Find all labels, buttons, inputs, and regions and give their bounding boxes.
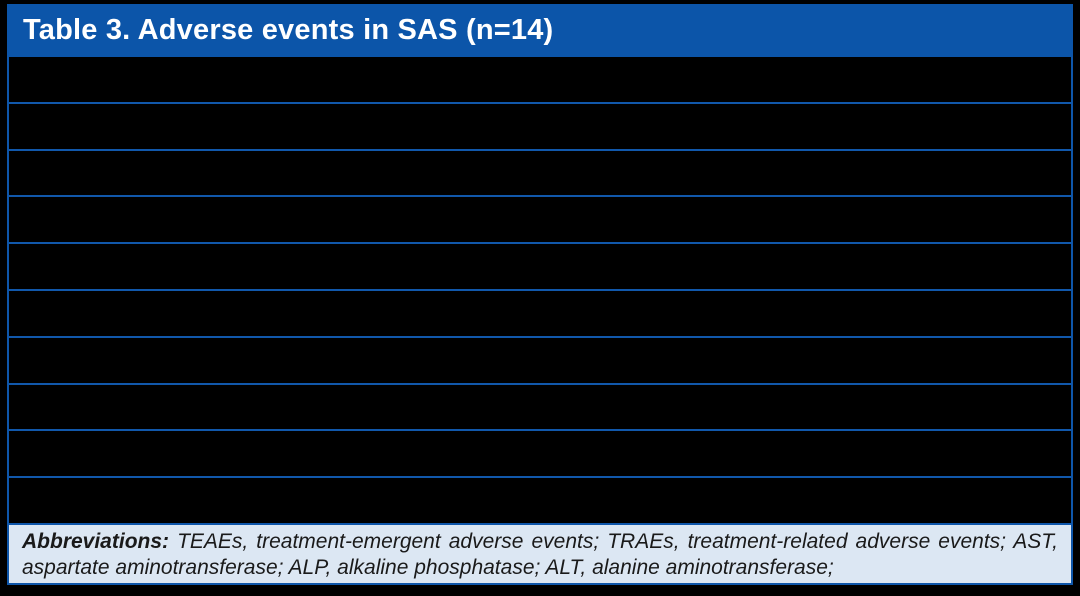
table-row [9,244,1071,291]
table-row [9,384,1071,432]
table-row [9,478,1071,523]
table-body [7,57,1073,523]
abbreviations-text: TEAEs, treatment-emergent adverse events… [22,530,1058,579]
table-row [9,197,1071,245]
table-row [9,337,1071,385]
table-row [9,150,1071,198]
table-title: Table 3. Adverse events in SAS (n=14) [23,14,554,46]
table-row [9,290,1071,338]
table-row [9,57,1071,104]
abbreviations-label: Abbreviations: [22,530,170,553]
table-row [9,103,1071,151]
table-title-bar: Table 3. Adverse events in SAS (n=14) [7,4,1073,57]
table-row [9,431,1071,479]
adverse-events-table: Table 3. Adverse events in SAS (n=14) Ab… [7,4,1073,585]
abbreviations-footnote: Abbreviations: TEAEs, treatment-emergent… [7,523,1073,585]
